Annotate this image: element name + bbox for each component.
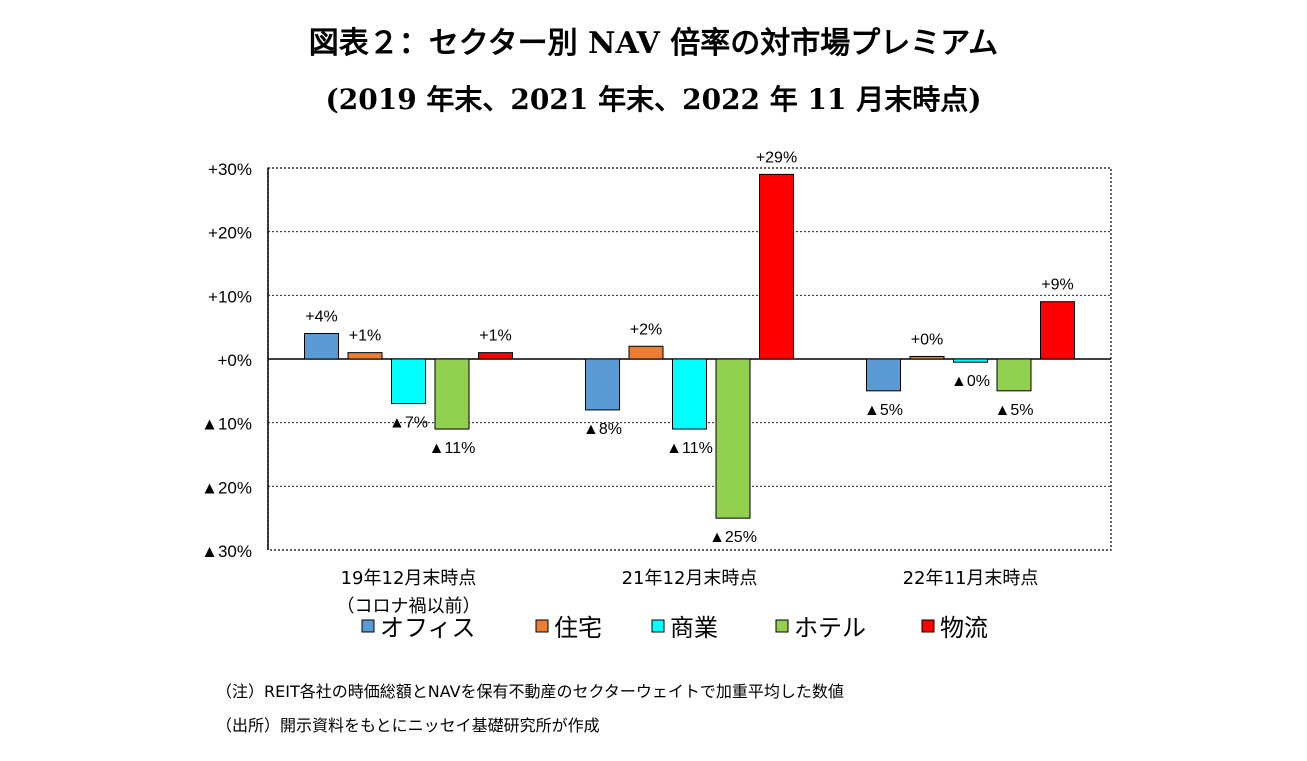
bar-ホテル (996, 358, 1032, 392)
legend-label: 住宅 (554, 614, 602, 642)
y-axis-tick-labels: +30% +20% +10% +0% ▲10% ▲20% ▲30% (201, 160, 252, 561)
data-label: ▲25% (709, 529, 757, 546)
bar-住宅 (909, 355, 945, 360)
data-labels: +4%+1%▲7%▲11%+1%▲8%+2%▲11%▲25%+29%▲5%+0%… (305, 149, 1073, 546)
legend-swatch (921, 619, 935, 633)
bar-商業 (672, 358, 707, 430)
legend-label: 物流 (940, 614, 988, 642)
data-label: ▲5% (864, 402, 903, 419)
legend: オフィス 住宅 商業 ホテル 物流 (361, 614, 988, 642)
legend-swatch (651, 619, 665, 633)
y-tick-label: ▲30% (201, 542, 252, 561)
data-label: +1% (349, 328, 381, 345)
y-tick-label: +20% (208, 224, 252, 243)
y-tick-label: +10% (208, 287, 252, 306)
footnote-source: （出所）開示資料をもとにニッセイ基礎研究所が作成 (216, 716, 600, 735)
legend-swatch (361, 619, 375, 633)
data-label: +4% (305, 309, 337, 326)
bar-商業 (953, 358, 988, 363)
x-axis-category-labels: 19年12月末時点 （コロナ禍以前） 21年12月末時点 22年11月末時点 (337, 568, 1039, 617)
chart-title: 図表２：セクター別 NAV 倍率の対市場プレミアム (308, 26, 999, 61)
bar-オフィス (866, 358, 901, 392)
bars (304, 173, 1075, 519)
data-label: +0% (911, 331, 943, 348)
category-label: （コロナ禍以前） (337, 596, 481, 617)
y-tick-label: ▲20% (201, 478, 252, 497)
chart-subtitle: (2019 年末、2021 年末、2022 年 11 月末時点) (325, 83, 982, 116)
bar-ホテル (434, 358, 470, 430)
data-label: ▲11% (429, 440, 476, 457)
data-label: ▲5% (995, 402, 1034, 419)
bar-物流 (478, 352, 513, 360)
legend-swatch (775, 619, 789, 633)
bar-ホテル (715, 358, 751, 519)
legend-swatch (535, 619, 549, 633)
bar-物流 (1040, 301, 1075, 360)
y-tick-label: +0% (218, 351, 253, 370)
data-label: +1% (479, 328, 511, 345)
bar-オフィス (585, 358, 620, 411)
bar-商業 (391, 358, 426, 405)
data-label: +2% (630, 321, 662, 338)
bar-オフィス (304, 333, 339, 360)
legend-label: 商業 (670, 614, 718, 642)
data-label: +29% (756, 149, 797, 166)
data-label: ▲0% (951, 373, 990, 390)
legend-label: ホテル (794, 614, 866, 642)
y-tick-label: +30% (208, 160, 252, 179)
y-tick-label: ▲10% (201, 415, 252, 434)
bar-住宅 (628, 345, 664, 360)
data-label: +9% (1041, 277, 1073, 294)
category-label: 21年12月末時点 (622, 568, 758, 589)
bar-住宅 (347, 352, 383, 360)
legend-label: オフィス (380, 614, 476, 642)
data-label: ▲11% (666, 440, 713, 457)
data-label: ▲7% (389, 415, 428, 432)
category-label: 22年11月末時点 (903, 568, 1039, 589)
category-label: 19年12月末時点 (341, 568, 477, 589)
data-label: ▲8% (583, 421, 622, 438)
footnote-note: （注）REIT各社の時価総額とNAVを保有不動産のセクターウェイトで加重平均した… (216, 682, 844, 701)
bar-物流 (759, 173, 794, 360)
